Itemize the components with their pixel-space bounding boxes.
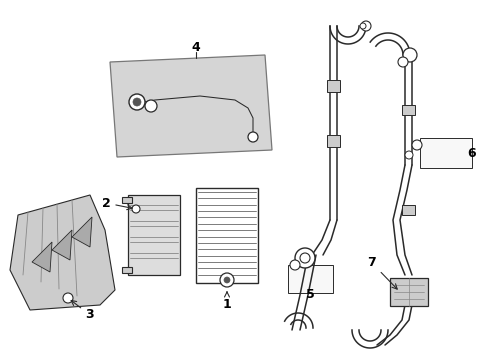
Polygon shape bbox=[32, 242, 52, 272]
Bar bbox=[122, 197, 132, 203]
Bar bbox=[401, 205, 414, 215]
Circle shape bbox=[129, 94, 145, 110]
Circle shape bbox=[397, 57, 407, 67]
Polygon shape bbox=[110, 55, 271, 157]
Circle shape bbox=[360, 21, 370, 31]
Circle shape bbox=[224, 277, 229, 283]
Circle shape bbox=[132, 205, 140, 213]
Text: 6: 6 bbox=[467, 147, 475, 159]
Circle shape bbox=[289, 260, 299, 270]
Circle shape bbox=[247, 132, 258, 142]
Text: 3: 3 bbox=[71, 301, 94, 321]
Bar bbox=[326, 80, 339, 92]
Circle shape bbox=[359, 23, 365, 29]
Polygon shape bbox=[52, 230, 72, 260]
Circle shape bbox=[145, 100, 157, 112]
Polygon shape bbox=[72, 217, 92, 247]
Bar bbox=[389, 278, 427, 306]
Circle shape bbox=[299, 253, 309, 263]
Bar bbox=[401, 105, 414, 115]
Text: 5: 5 bbox=[305, 288, 314, 302]
Bar bbox=[122, 267, 132, 273]
Bar bbox=[287, 265, 332, 293]
Bar bbox=[419, 138, 471, 168]
Text: 1: 1 bbox=[222, 292, 231, 311]
Circle shape bbox=[402, 48, 416, 62]
Circle shape bbox=[411, 140, 421, 150]
Polygon shape bbox=[10, 195, 115, 310]
Text: 7: 7 bbox=[367, 256, 396, 289]
Text: 2: 2 bbox=[102, 197, 132, 210]
Circle shape bbox=[220, 273, 234, 287]
Text: 4: 4 bbox=[191, 41, 200, 54]
Circle shape bbox=[404, 151, 412, 159]
Bar bbox=[196, 188, 258, 283]
Circle shape bbox=[294, 248, 314, 268]
Circle shape bbox=[63, 293, 73, 303]
Circle shape bbox=[133, 98, 141, 106]
Bar bbox=[326, 135, 339, 147]
Bar bbox=[128, 195, 180, 275]
